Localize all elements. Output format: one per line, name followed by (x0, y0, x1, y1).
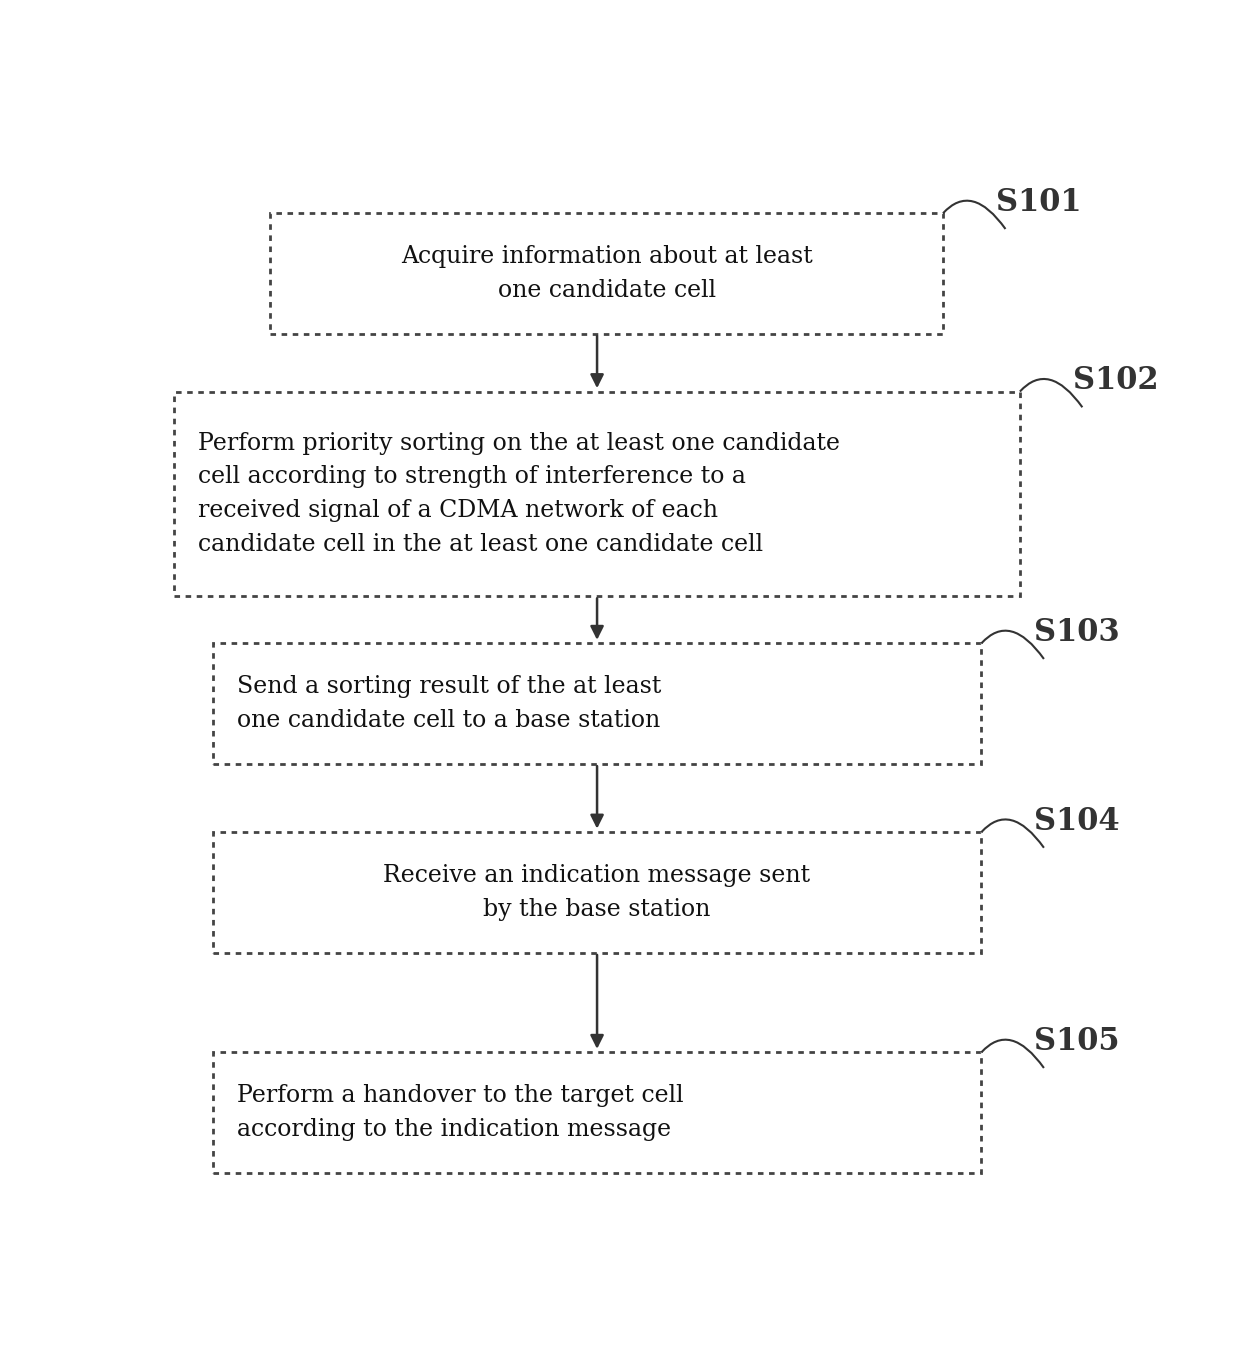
Text: Perform a handover to the target cell
according to the indication message: Perform a handover to the target cell ac… (237, 1084, 683, 1141)
Text: Acquire information about at least
one candidate cell: Acquire information about at least one c… (401, 245, 812, 302)
Text: S104: S104 (1034, 806, 1120, 836)
Text: S102: S102 (1073, 365, 1158, 396)
Text: Send a sorting result of the at least
one candidate cell to a base station: Send a sorting result of the at least on… (237, 676, 661, 731)
Text: S101: S101 (996, 187, 1081, 218)
Bar (213, 643, 982, 764)
Text: S103: S103 (1034, 617, 1120, 648)
Text: S105: S105 (1034, 1026, 1120, 1057)
Text: Perform priority sorting on the at least one candidate
cell according to strengt: Perform priority sorting on the at least… (198, 432, 841, 556)
Text: Receive an indication message sent
by the base station: Receive an indication message sent by th… (383, 864, 811, 921)
Bar (213, 1053, 982, 1173)
Bar (174, 391, 1019, 597)
Bar (270, 214, 942, 334)
Bar (213, 832, 982, 952)
